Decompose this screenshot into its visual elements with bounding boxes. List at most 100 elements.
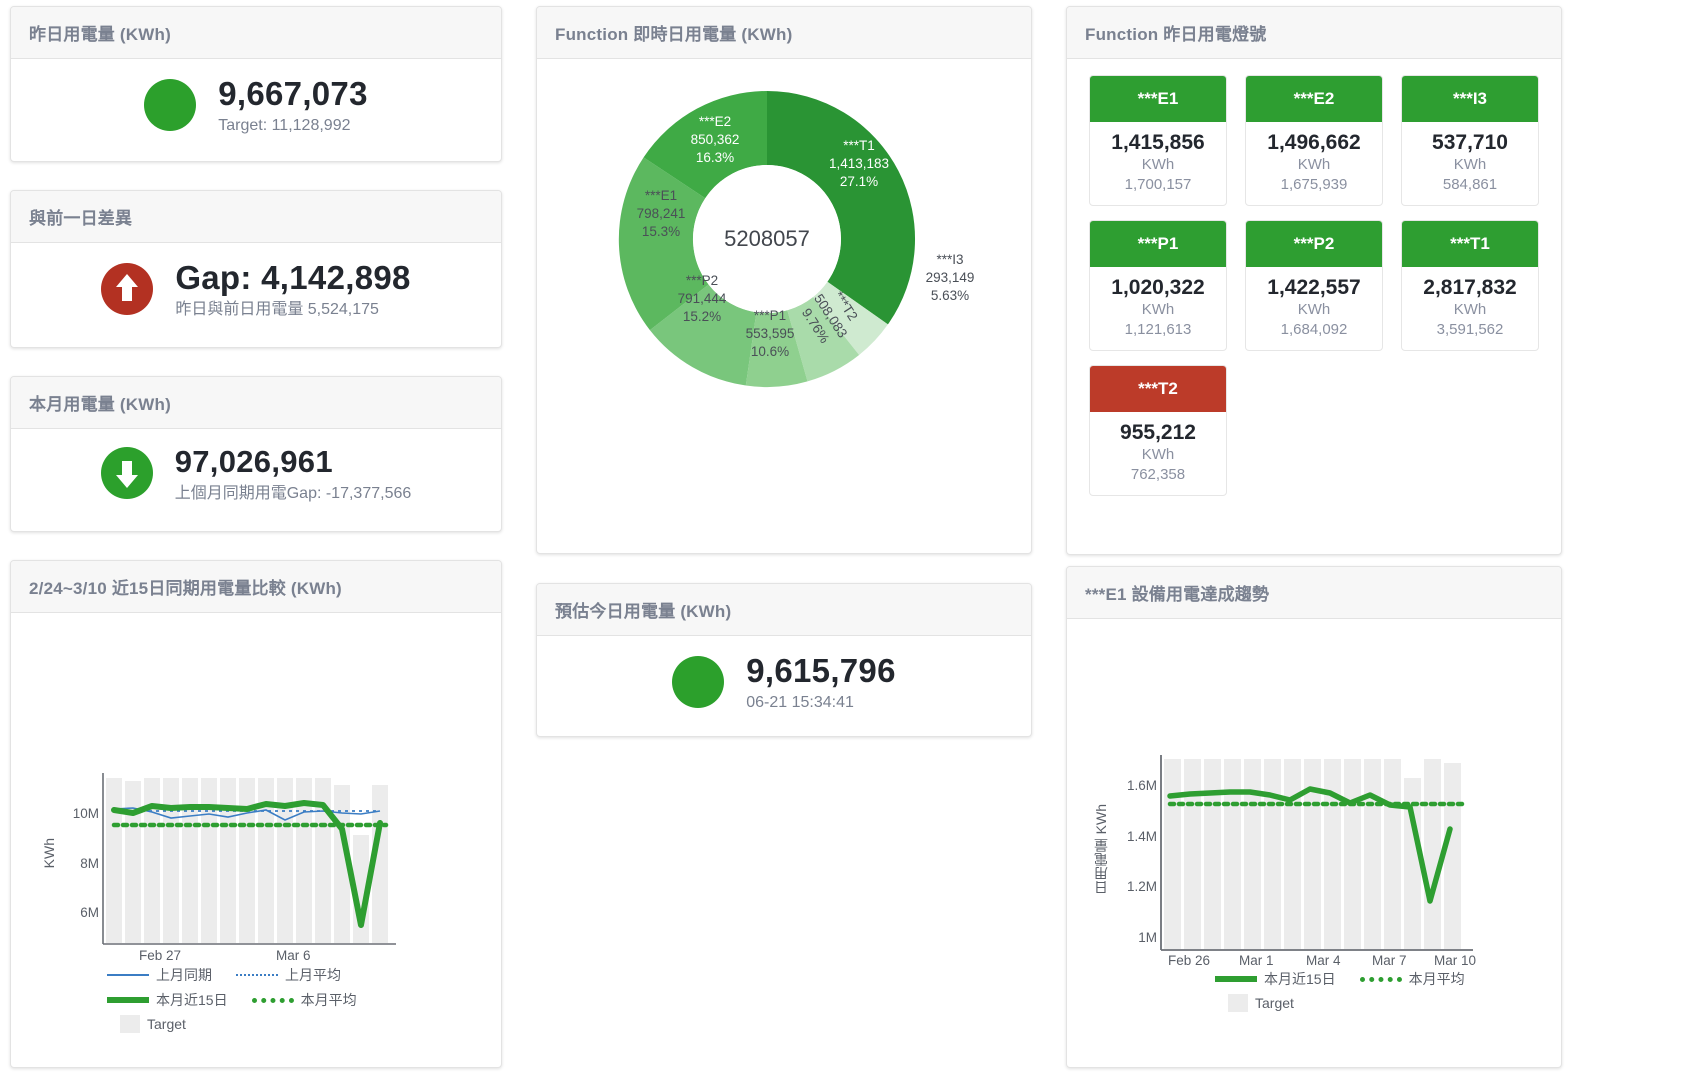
card-title-lights: Function 昨日用電燈號 (1067, 7, 1561, 59)
legend-target: Target (120, 1015, 186, 1033)
compare-legend: 上月同期 上月平均 本月近15日 本月平均 (107, 965, 357, 1038)
compare-ytick-10m: 10M (72, 806, 99, 821)
card-yesterday-usage: 昨日用電量 (KWh) 9,667,073 Target: 11,128,992 (10, 6, 502, 162)
light-badge-p2-value: 1,422,557 (1267, 276, 1361, 299)
light-badge-p1-name: ***P1 (1090, 221, 1226, 267)
light-badge-i3[interactable]: ***I3 537,710 KWh 584,861 (1401, 75, 1539, 206)
light-badge-e2-name: ***E2 (1246, 76, 1382, 122)
card-title-estimate: 預估今日用電量 (KWh) (537, 584, 1031, 636)
legend-last-month-avg: 上月平均 (236, 965, 341, 985)
compare-ytick-8m: 8M (80, 856, 99, 871)
compare-target-bars (106, 778, 388, 943)
legend-line-green-icon (107, 997, 149, 1003)
status-dot-green (144, 78, 197, 131)
e1-ytick-14m: 1.4M (1126, 829, 1157, 844)
kpi-estimate: 9,615,796 06-21 15:34:41 (537, 636, 1031, 733)
card-title-gap: 與前一日差異 (11, 191, 501, 243)
donut-center-total: 5208057 (724, 226, 810, 251)
light-badge-i3-unit: KWh (1453, 156, 1487, 173)
status-arrow-up-red (101, 262, 154, 315)
card-day-gap: 與前一日差異 Gap: 4,142,898 昨日與前日用電量 5,524,175 (10, 190, 502, 348)
compare-ytick-6m: 6M (80, 905, 99, 920)
kpi-gap: Gap: 4,142,898 昨日與前日用電量 5,524,175 (11, 243, 501, 340)
chart-e1-trend[interactable]: 日用電量 KWh 1.6M 1.4M 1.2M 1M Feb 26 Mar 1 … (1067, 619, 1561, 1063)
light-badge-p2[interactable]: ***P2 1,422,557 KWh 1,684,092 (1245, 220, 1383, 351)
compare-xtick-feb27: Feb 27 (139, 948, 182, 963)
card-title-yesterday: 昨日用電量 (KWh) (11, 7, 501, 59)
donut-svg (618, 91, 916, 388)
legend-this-month-avg: 本月平均 (251, 990, 357, 1010)
e1-ytick-16m: 1.6M (1126, 778, 1157, 793)
light-badge-p2-target: 1,684,092 (1280, 321, 1348, 338)
light-badge-p1[interactable]: ***P1 1,020,322 KWh 1,121,613 (1089, 220, 1227, 351)
legend-e1-target: Target (1228, 994, 1294, 1012)
legend-this-month-15d: 本月近15日 (107, 990, 228, 1010)
compare-xtick-mar6: Mar 6 (276, 948, 311, 963)
e1-xtick-mar7: Mar 7 (1372, 953, 1407, 968)
light-badge-i3-target: 584,861 (1442, 176, 1498, 193)
kpi-yesterday-target: Target: 11,128,992 (218, 117, 351, 135)
kpi-yesterday-value: 9,667,073 (218, 75, 368, 112)
card-estimate-today: 預估今日用電量 (KWh) 9,615,796 06-21 15:34:41 (536, 583, 1032, 737)
donut-chart[interactable]: 5208057 ***T1 1,413,183 27.1% ***I3 293,… (537, 59, 1031, 499)
legend-dotted-green-icon (251, 997, 294, 1003)
e1-target-bars (1164, 759, 1461, 949)
legend-last-month-same: 上月同期 (107, 965, 212, 985)
e1-legend: 本月近15日 本月平均 Target (1215, 969, 1465, 1017)
kpi-month-sub: 上個月同期用電Gap: -17,377,566 (174, 484, 412, 502)
light-badge-t1[interactable]: ***T1 2,817,832 KWh 3,591,562 (1401, 220, 1539, 351)
e1-ytick-1m: 1M (1138, 930, 1157, 945)
light-badge-t2-value: 955,212 (1120, 421, 1196, 444)
kpi-gap-text: Gap: 4,142,898 昨日與前日用電量 5,524,175 (175, 257, 410, 320)
light-badge-e1-value: 1,415,856 (1111, 131, 1205, 154)
kpi-gap-sub: 昨日與前日用電量 5,524,175 (175, 301, 379, 319)
card-title-donut: Function 即時日用電量 (KWh) (537, 7, 1031, 59)
light-badge-e1-name: ***E1 (1090, 76, 1226, 122)
e1-chart-svg (1160, 755, 1473, 951)
legend-line-blue-icon (107, 974, 149, 976)
legend-e1-this-month-avg: 本月平均 (1359, 969, 1465, 989)
light-badge-grid: ***E1 1,415,856 KWh 1,700,157 ***E2 1,49… (1067, 59, 1561, 518)
kpi-estimate-text: 9,615,796 06-21 15:34:41 (746, 650, 896, 713)
card-title-compare: 2/24~3/10 近15日同期用電量比較 (KWh) (11, 561, 501, 613)
light-badge-t2-target: 762,358 (1130, 466, 1186, 483)
card-title-month: 本月用電量 (KWh) (11, 377, 501, 429)
legend-e1-this-month-15d: 本月近15日 (1215, 969, 1336, 989)
legend-dotted-green-icon (1359, 976, 1402, 982)
legend-square-gray-icon (1228, 994, 1248, 1012)
kpi-estimate-timestamp: 06-21 15:34:41 (746, 694, 854, 712)
legend-square-gray-icon (120, 1015, 140, 1033)
legend-dotted-blue-icon (236, 974, 278, 976)
e1-ytick-12m: 1.2M (1126, 879, 1157, 894)
kpi-month-value: 97,026,961 (174, 444, 333, 479)
light-badge-t1-name: ***T1 (1402, 221, 1538, 267)
light-badge-e1-target: 1,700,157 (1124, 176, 1192, 193)
light-badge-p2-unit: KWh (1297, 301, 1331, 318)
light-badge-t2-name: ***T2 (1090, 366, 1226, 412)
card-compare-15d: 2/24~3/10 近15日同期用電量比較 (KWh) KWh 10M 8M 6… (10, 560, 502, 1068)
light-badge-t1-target: 3,591,562 (1436, 321, 1504, 338)
kpi-yesterday-text: 9,667,073 Target: 11,128,992 (218, 73, 368, 136)
chart-compare-15d[interactable]: KWh 10M 8M 6M Feb 27 Mar 6 (11, 613, 501, 1063)
kpi-month-text: 97,026,961 上個月同期用電Gap: -17,377,566 (175, 443, 412, 504)
light-badge-e1[interactable]: ***E1 1,415,856 KWh 1,700,157 (1089, 75, 1227, 206)
card-title-e1-trend: ***E1 設備用電達成趨勢 (1067, 567, 1561, 619)
kpi-yesterday: 9,667,073 Target: 11,128,992 (11, 59, 501, 156)
compare-chart-svg (102, 773, 396, 945)
light-badge-e2[interactable]: ***E2 1,496,662 KWh 1,675,939 (1245, 75, 1383, 206)
status-dot-green-estimate (672, 655, 725, 708)
light-badge-p1-unit: KWh (1141, 301, 1175, 318)
e1-xtick-mar10: Mar 10 (1434, 953, 1477, 968)
card-month-usage: 本月用電量 (KWh) 97,026,961 上個月同期用電Gap: -17,3… (10, 376, 502, 532)
light-badge-e2-unit: KWh (1297, 156, 1331, 173)
light-badge-e2-target: 1,675,939 (1280, 176, 1348, 193)
light-badge-t2[interactable]: ***T2 955,212 KWh 762,358 (1089, 365, 1227, 496)
light-badge-p2-name: ***P2 (1246, 221, 1382, 267)
light-badge-i3-value: 537,710 (1432, 131, 1508, 154)
kpi-estimate-value: 9,615,796 (746, 652, 896, 689)
light-badge-t1-value: 2,817,832 (1423, 276, 1517, 299)
legend-line-green-icon (1215, 976, 1257, 982)
card-e1-trend: ***E1 設備用電達成趨勢 日用電量 KWh 1.6M 1.4M 1.2M 1… (1066, 566, 1562, 1068)
light-badge-i3-name: ***I3 (1402, 76, 1538, 122)
card-light-status: Function 昨日用電燈號 ***E1 1,415,856 KWh 1,70… (1066, 6, 1562, 555)
